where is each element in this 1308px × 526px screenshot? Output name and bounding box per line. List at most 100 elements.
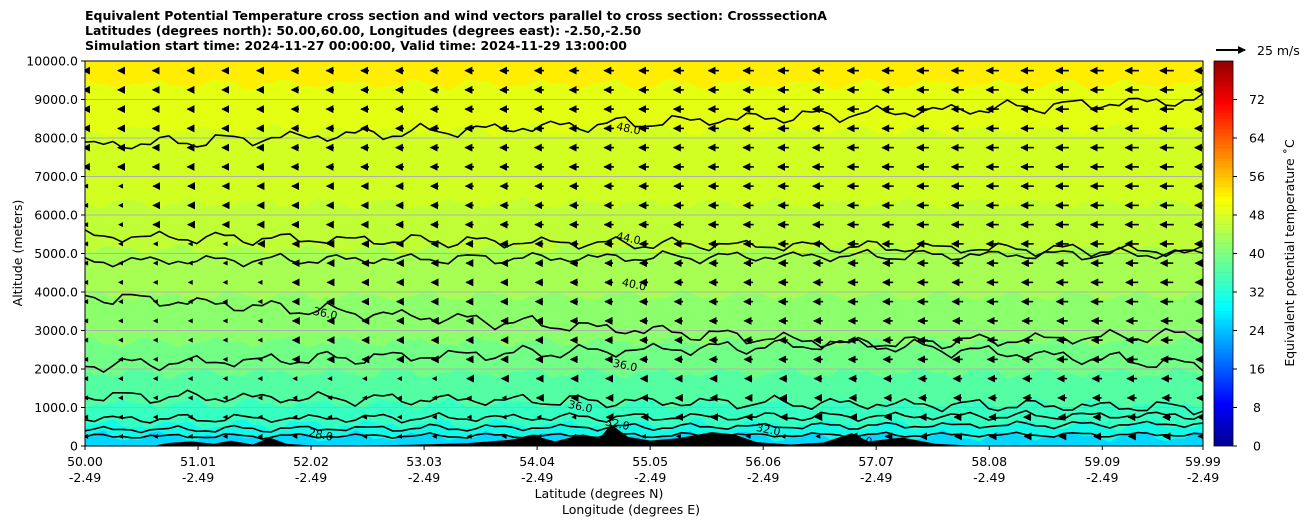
wind-arrow	[152, 299, 158, 305]
x-tick-label-lon: -2.49	[634, 470, 666, 485]
wind-arrow	[641, 433, 646, 439]
wind-arrow	[117, 222, 123, 228]
wind-key-label: 25 m/s	[1257, 43, 1300, 58]
wind-arrow	[222, 414, 228, 420]
y-tick-label: 10000.0	[26, 54, 78, 69]
wind-arrow	[362, 376, 368, 382]
wind-key: 25 m/s	[1216, 43, 1300, 58]
y-tick-label: 8000.0	[34, 131, 78, 146]
wind-arrow	[152, 318, 158, 324]
y-tick-label: 1000.0	[34, 400, 78, 415]
wind-arrow	[187, 279, 193, 285]
wind-arrow	[466, 414, 472, 420]
x-tick-label-lat: 57.07	[858, 454, 894, 469]
x-tick-label-lon: -2.49	[69, 470, 101, 485]
colorbar-tick-label: 40	[1249, 246, 1265, 261]
wind-arrow	[85, 279, 89, 285]
wind-arrow	[222, 356, 228, 362]
wind-arrow	[362, 414, 368, 420]
wind-vectors	[85, 66, 1203, 441]
wind-arrow	[571, 414, 577, 420]
colorbar-tick-label: 16	[1249, 362, 1265, 377]
x-tick-label-lon: -2.49	[1086, 470, 1118, 485]
wind-arrow	[187, 260, 193, 266]
wind-arrow	[396, 376, 402, 382]
wind-arrow	[85, 356, 89, 362]
wind-arrow	[780, 433, 786, 439]
title-line: Latitudes (degrees north): 50.00,60.00, …	[85, 23, 642, 38]
y-tick-label: 3000.0	[34, 323, 78, 338]
x-tick-label-lat: 58.08	[971, 454, 1007, 469]
colorbar-tick-label: 48	[1249, 208, 1265, 223]
title-line: Simulation start time: 2024-11-27 00:00:…	[85, 38, 627, 53]
contour-label: 24.0	[847, 431, 874, 449]
wind-arrow	[187, 433, 193, 439]
wind-arrow	[85, 433, 89, 439]
wind-arrow	[362, 433, 368, 439]
wind-arrow	[85, 318, 89, 324]
wind-arrow	[536, 414, 542, 420]
wind-arrow	[85, 414, 89, 420]
wind-arrow	[152, 279, 158, 285]
contour-label: 36.0	[567, 398, 594, 416]
wind-arrow	[152, 356, 158, 362]
wind-arrow	[675, 433, 681, 439]
wind-arrow	[501, 395, 507, 401]
y-tick-label: 2000.0	[34, 362, 78, 377]
wind-arrow	[257, 376, 263, 382]
x-tick-label-lat: 50.00	[67, 454, 103, 469]
y-tick-label: 9000.0	[34, 92, 78, 107]
x-tick-label-lon: -2.49	[408, 470, 440, 485]
wind-arrow	[187, 337, 193, 343]
wind-arrow	[257, 299, 263, 305]
wind-arrow	[152, 433, 158, 439]
contour-labels: 48.0 44.0 40.0 36.0 36.0 36.0 32.0 32.0 24.0 28.0	[307, 120, 873, 449]
x-tick-label-lon: -2.49	[182, 470, 214, 485]
y-axis-label: Altitude (meters)	[10, 200, 25, 307]
wind-arrow	[117, 376, 123, 382]
wind-arrow	[257, 337, 263, 343]
wind-arrow	[152, 395, 158, 401]
terrain	[85, 424, 1203, 446]
contour-label: 48.0	[615, 120, 642, 138]
y-axis: 0 1000.0 2000.0 3000.0 4000.0 5000.0 6000.0 700…	[26, 54, 85, 454]
x-tick-label-lat: 56.06	[745, 454, 781, 469]
y-tick-label: 6000.0	[34, 208, 78, 223]
x-tick-label-lon: -2.49	[1187, 470, 1219, 485]
wind-arrow	[152, 260, 158, 266]
wind-arrow	[292, 414, 298, 420]
contour-label: 32.0	[604, 415, 631, 433]
x-tick-label-lon: -2.49	[295, 470, 327, 485]
wind-arrow	[362, 395, 368, 401]
x-tick-label-lon: -2.49	[521, 470, 553, 485]
x-axis-label-lon: Longitude (degrees E)	[562, 502, 700, 517]
wind-arrow	[815, 433, 821, 439]
wind-arrow	[117, 433, 123, 439]
colorbar-tick-label: 0	[1253, 439, 1261, 454]
wind-arrow	[117, 183, 123, 189]
x-tick-label-lon: -2.49	[747, 470, 779, 485]
x-tick-label-lat: 59.99	[1185, 454, 1221, 469]
colorbar-tick-label: 64	[1249, 131, 1265, 146]
wind-arrow	[745, 433, 751, 439]
wind-arrow	[327, 395, 333, 401]
wind-arrow	[257, 260, 263, 266]
wind-arrow	[257, 395, 263, 401]
wind-arrow	[117, 395, 123, 401]
x-tick-label-lat: 59.09	[1084, 454, 1120, 469]
wind-arrow	[257, 356, 263, 362]
contour-line	[85, 420, 1203, 434]
colorbar-tick-label: 32	[1249, 285, 1265, 300]
wind-arrow	[257, 279, 263, 285]
wind-arrow	[292, 395, 298, 401]
wind-arrow	[85, 202, 89, 208]
wind-arrow	[85, 376, 89, 382]
wind-arrow	[85, 337, 89, 343]
wind-arrow	[222, 376, 228, 382]
contour-label: 32.0	[755, 421, 782, 439]
wind-arrow	[117, 260, 123, 266]
wind-arrow	[152, 337, 158, 343]
wind-arrow	[117, 318, 123, 324]
wind-arrow	[117, 337, 123, 343]
x-tick-label-lat: 54.04	[519, 454, 555, 469]
